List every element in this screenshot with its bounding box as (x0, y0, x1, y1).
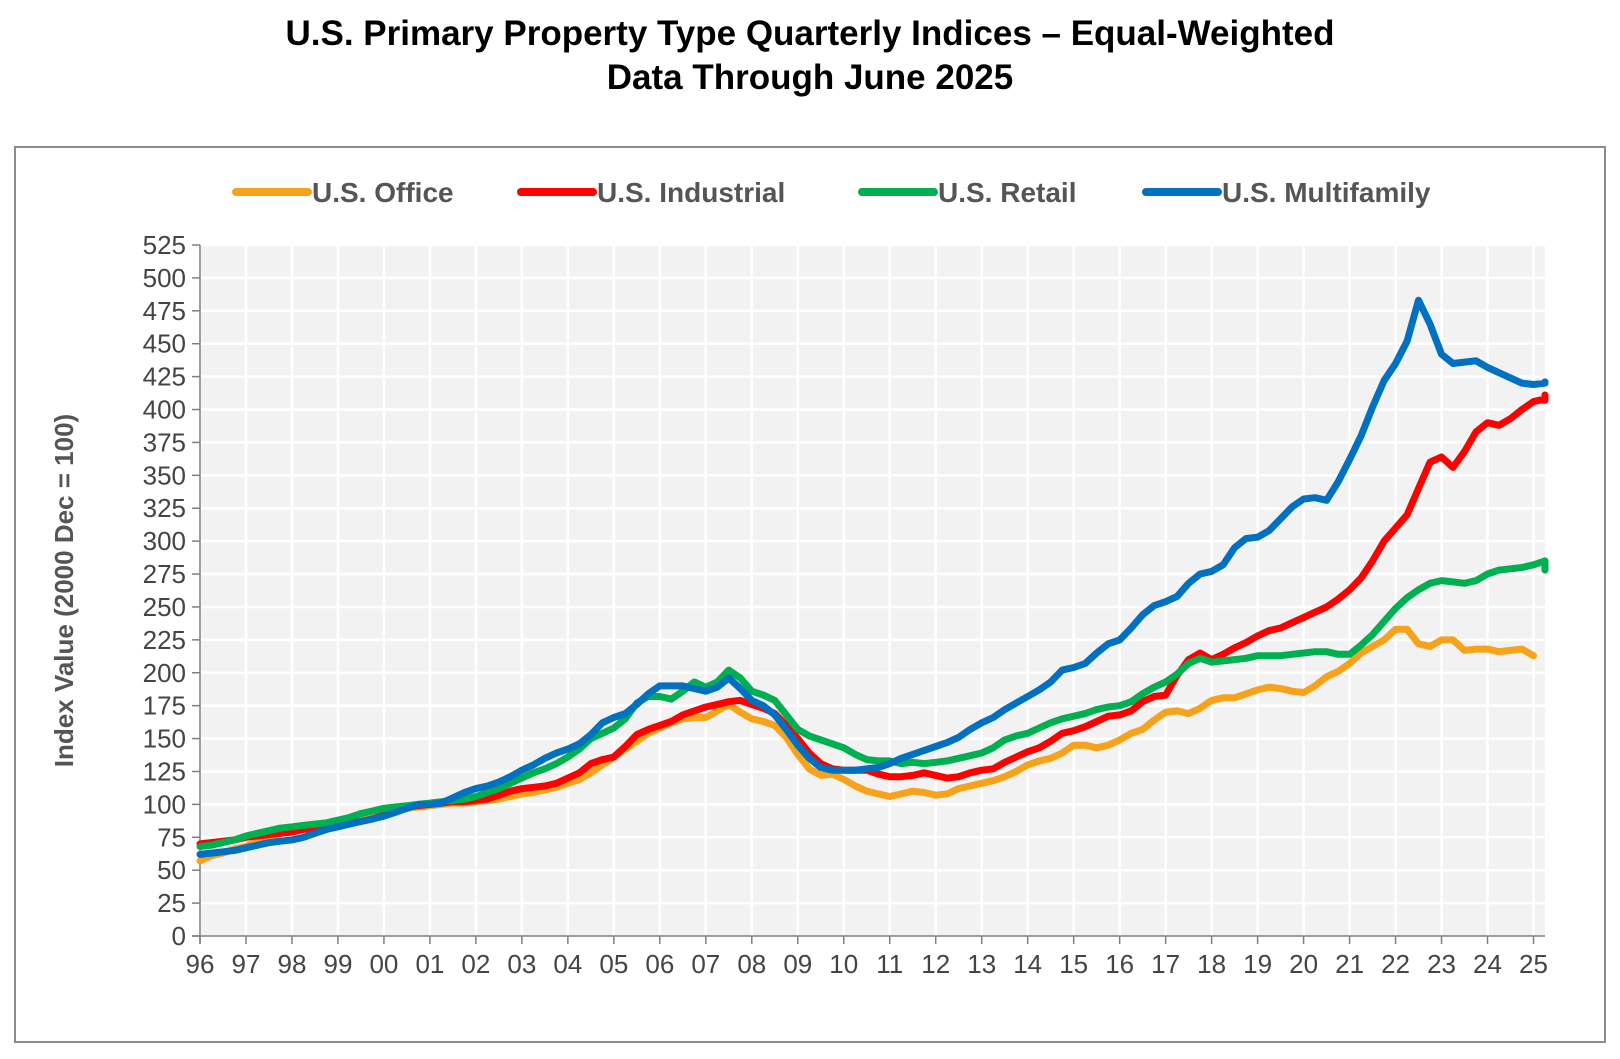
legend-label-u-s-retail: U.S. Retail (938, 177, 1076, 208)
y-tick-label: 50 (157, 855, 186, 885)
x-tick-label: 96 (186, 949, 215, 979)
y-tick-label: 500 (143, 263, 186, 293)
y-tick-label: 0 (172, 921, 186, 951)
y-tick-label: 400 (143, 395, 186, 425)
y-tick-label: 375 (143, 427, 186, 457)
x-tick-label: 99 (323, 949, 352, 979)
x-tick-label: 10 (829, 949, 858, 979)
x-tick-label: 20 (1289, 949, 1318, 979)
plot-area (200, 245, 1545, 936)
x-tick-label: 03 (507, 949, 536, 979)
series-line-u-s-multifamily (196, 296, 1549, 858)
y-tick-label: 200 (143, 658, 186, 688)
y-tick-label: 250 (143, 592, 186, 622)
y-tick-label: 425 (143, 362, 186, 392)
x-axis-ticks: 96 97 98 99 00 01 02 03 04 05 06 07 08 09 10 11 12 13 14 15… (186, 936, 1548, 979)
x-tick-label: 01 (415, 949, 444, 979)
x-tick-label: 15 (1059, 949, 1088, 979)
legend-label-u-s-multifamily: U.S. Multifamily (1222, 177, 1431, 208)
y-tick-label: 225 (143, 625, 186, 655)
x-tick-label: 22 (1381, 949, 1410, 979)
x-tick-label: 06 (645, 949, 674, 979)
x-tick-label: 97 (232, 949, 261, 979)
x-tick-label: 02 (461, 949, 490, 979)
axes (192, 245, 1545, 944)
legend-label-u-s-office: U.S. Office (312, 177, 454, 208)
x-tick-label: 16 (1105, 949, 1134, 979)
legend-label-u-s-industrial: U.S. Industrial (597, 177, 785, 208)
y-tick-label: 275 (143, 559, 186, 589)
series-lines (196, 296, 1549, 865)
chart-title-line1: U.S. Primary Property Type Quarterly Ind… (285, 14, 1335, 53)
chart-subtitle: Data Through June 2025 (606, 58, 1014, 97)
x-tick-label: 23 (1427, 949, 1456, 979)
x-tick-label: 18 (1197, 949, 1226, 979)
y-tick-label: 300 (143, 526, 186, 556)
y-tick-label: 475 (143, 296, 186, 326)
x-tick-label: 05 (599, 949, 628, 979)
y-tick-label: 100 (143, 789, 186, 819)
x-tick-label: 07 (691, 949, 720, 979)
x-tick-label: 08 (737, 949, 766, 979)
x-tick-label: 24 (1473, 949, 1502, 979)
x-tick-label: 11 (876, 949, 903, 979)
y-tick-label: 525 (143, 230, 186, 260)
y-tick-label: 75 (157, 822, 186, 852)
x-tick-label: 12 (921, 949, 950, 979)
y-tick-label: 450 (143, 329, 186, 359)
x-tick-label: 17 (1151, 949, 1180, 979)
x-tick-label: 14 (1013, 949, 1042, 979)
x-tick-label: 09 (783, 949, 812, 979)
x-tick-label: 19 (1243, 949, 1272, 979)
x-tick-label: 13 (967, 949, 996, 979)
y-tick-label: 150 (143, 724, 186, 754)
x-tick-label: 98 (278, 949, 307, 979)
x-tick-label: 04 (553, 949, 582, 979)
y-axis-label: Index Value (2000 Dec = 100) (49, 414, 79, 767)
legend: U.S. Office U.S. Industrial U.S. Retail U.S… (232, 177, 1431, 208)
y-tick-label: 325 (143, 493, 186, 523)
x-tick-label: 00 (369, 949, 398, 979)
y-tick-label: 25 (157, 888, 186, 918)
y-tick-label: 350 (143, 460, 186, 490)
y-axis-ticks: 0255075100125150175200225250275300325350… (143, 230, 200, 951)
chart-title: U.S. Primary Property Type Quarterly Ind… (0, 12, 1620, 100)
x-tick-label: 21 (1335, 949, 1364, 979)
y-tick-label: 125 (143, 756, 186, 786)
x-tick-label: 25 (1519, 949, 1548, 979)
y-tick-label: 175 (143, 691, 186, 721)
